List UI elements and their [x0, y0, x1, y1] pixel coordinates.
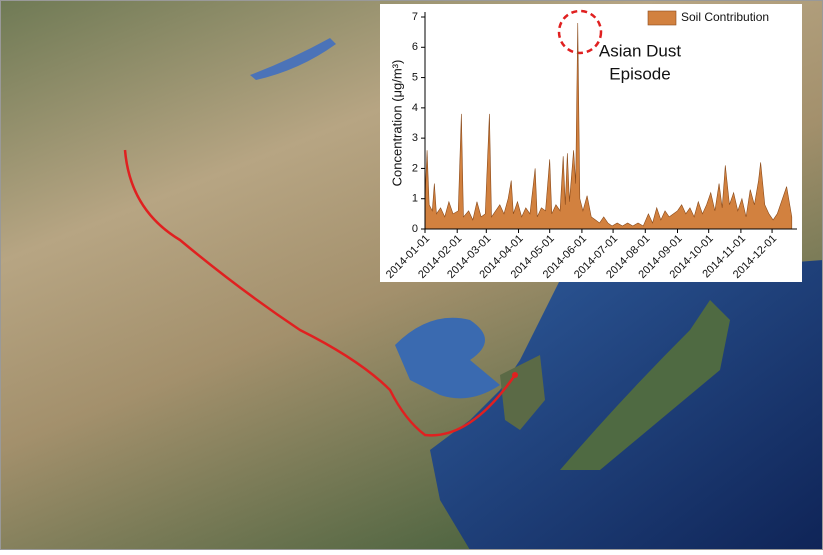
- korea: [500, 355, 545, 430]
- area: [424, 23, 793, 230]
- site-marker: [512, 372, 518, 378]
- annotation: Asian Dust: [599, 41, 681, 60]
- y-tick-label: 3: [412, 132, 418, 144]
- y-tick-label: 4: [412, 102, 418, 114]
- highlight-circle: [557, 9, 603, 55]
- y-tick-label: 5: [412, 71, 418, 83]
- lake-baikal: [250, 38, 336, 80]
- japan: [560, 300, 730, 470]
- legend-swatch: [647, 10, 677, 26]
- y-tick-label: 2: [412, 162, 418, 174]
- y-tick-label: 1: [412, 193, 418, 205]
- y-tick-label: 0: [412, 223, 418, 235]
- y-tick-label: 7: [412, 11, 418, 23]
- inset-chart: Concentration (μg/m³) Asian Dust Episode: [380, 4, 802, 282]
- trajectory: [123, 149, 517, 437]
- y-axis-label: Concentration (μg/m³): [389, 60, 404, 187]
- legend-label: Soil Contribution: [681, 10, 769, 24]
- y-tick-label: 6: [412, 41, 418, 53]
- annotation: Episode: [609, 64, 670, 83]
- bohai-sea: [395, 317, 500, 399]
